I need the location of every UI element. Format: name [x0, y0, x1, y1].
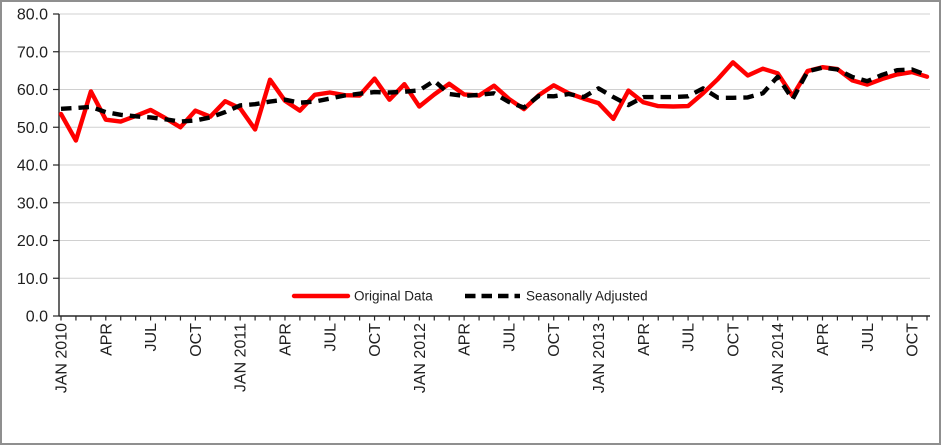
y-axis-label: 60.0	[17, 82, 48, 99]
x-axis-label: APR	[636, 323, 653, 356]
x-axis-label: JAN 2013	[591, 323, 608, 393]
x-axis-label: APR	[98, 323, 115, 356]
y-axis-label: 30.0	[17, 195, 48, 212]
x-axis-label: OCT	[367, 323, 384, 357]
x-axis-label: JAN 2014	[770, 323, 787, 393]
x-axis-label: OCT	[905, 323, 922, 357]
x-axis-label: JAN 2011	[233, 323, 250, 392]
x-axis-label: JUL	[143, 323, 160, 352]
y-axis-label: 80.0	[17, 7, 48, 24]
y-axis-label: 70.0	[17, 44, 48, 61]
legend-label-seasonally-adjusted: Seasonally Adjusted	[526, 289, 648, 304]
y-axis-label: 10.0	[17, 271, 48, 288]
x-axis-label: OCT	[725, 323, 742, 357]
y-axis-label: 50.0	[17, 120, 48, 137]
x-axis-label: OCT	[546, 323, 563, 357]
x-axis-label: JUL	[860, 323, 877, 352]
y-axis-label: 0.0	[26, 309, 48, 326]
x-axis-label: APR	[815, 323, 832, 356]
x-axis-label: JUL	[322, 323, 339, 352]
original-data-line	[58, 60, 930, 143]
x-axis-label: JAN 2012	[412, 323, 429, 393]
legend-label-original: Original Data	[354, 289, 433, 304]
y-axis-label: 20.0	[17, 233, 48, 250]
x-axis-label: JUL	[681, 323, 698, 352]
x-axis-label: APR	[457, 323, 474, 356]
x-axis-label: JAN 2010	[54, 323, 71, 393]
x-axis-label: OCT	[188, 323, 205, 357]
y-axis-label: 40.0	[17, 158, 48, 175]
x-axis-label: JUL	[501, 323, 518, 352]
x-axis-label: APR	[277, 323, 294, 356]
seasonally-adjusted-line	[60, 65, 928, 124]
